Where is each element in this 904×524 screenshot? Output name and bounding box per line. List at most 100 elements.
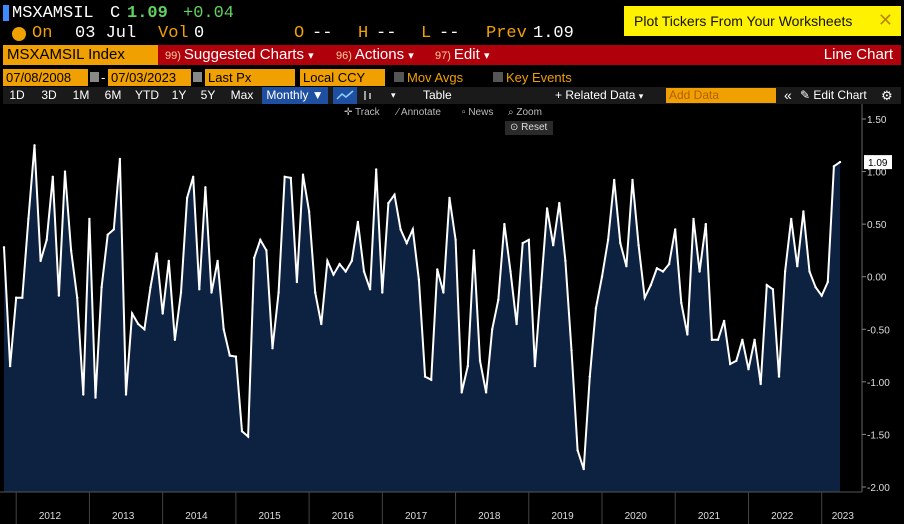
x-tick-label: 2018: [478, 511, 501, 522]
data-point: [344, 270, 347, 273]
data-point: [491, 328, 494, 331]
edit-number: 97): [435, 50, 451, 62]
data-point: [228, 354, 231, 357]
start-date-input[interactable]: 07/08/2008: [3, 69, 88, 86]
data-point: [423, 375, 427, 378]
key-events-checkbox[interactable]: [493, 72, 503, 82]
data-point: [570, 349, 573, 352]
period-ytd[interactable]: YTD: [135, 88, 159, 102]
data-point: [564, 259, 567, 263]
calendar-icon[interactable]: [90, 72, 99, 82]
reset-icon: ⊙: [510, 122, 519, 133]
data-point: [509, 270, 512, 273]
reset-button[interactable]: ⊙ Reset: [505, 121, 553, 135]
pencil-icon: ✎: [800, 88, 811, 102]
calendar-icon[interactable]: [193, 72, 202, 82]
edit-label: Edit: [453, 46, 480, 63]
data-point: [137, 322, 140, 326]
collapse-icon[interactable]: «: [784, 87, 792, 103]
security-field[interactable]: MSXAMSIL Index: [3, 45, 158, 65]
data-point: [765, 283, 768, 287]
table-button[interactable]: Table: [423, 88, 452, 102]
vol-value: 0: [194, 24, 205, 43]
data-point: [332, 273, 335, 276]
period-row: 1D 3D 1M 6M YTD 1Y 5Y Max Monthly ▼ ▾ Ta…: [3, 87, 901, 104]
data-point: [259, 238, 262, 242]
mov-avgs-label[interactable]: Mov Avgs: [407, 70, 464, 85]
suggested-charts-button[interactable]: 99) Suggested Charts ▾: [165, 45, 314, 65]
data-point: [393, 193, 396, 196]
data-point: [552, 244, 555, 247]
data-point: [448, 196, 451, 200]
x-tick-label: 2017: [405, 511, 428, 522]
track-tool[interactable]: ✛ Track: [344, 106, 380, 119]
field-select[interactable]: Last Px: [205, 69, 295, 86]
worksheet-tip-banner[interactable]: Plot Tickers From Your Worksheets ✕: [624, 6, 901, 36]
data-point: [545, 207, 549, 210]
related-data-label: Related Data: [565, 88, 636, 102]
high-value: --: [376, 24, 397, 43]
currency-select[interactable]: Local CCY: [300, 69, 385, 86]
menu-bar: MSXAMSIL Index 99) Suggested Charts ▾ 96)…: [3, 45, 901, 65]
period-max[interactable]: Max: [230, 88, 254, 102]
period-1y[interactable]: 1Y: [171, 88, 187, 102]
suggested-charts-label: Suggested Charts: [183, 46, 304, 63]
close-label: C: [110, 4, 121, 23]
data-point: [606, 238, 610, 242]
zoom-tool[interactable]: ⌕ Zoom: [508, 106, 542, 119]
y-tick-label: -2.00: [867, 483, 890, 494]
data-point: [619, 241, 622, 245]
line-chart-icon[interactable]: [333, 87, 357, 104]
gear-icon[interactable]: ⚙: [881, 88, 893, 103]
period-1m[interactable]: 1M: [72, 88, 90, 102]
tip-text[interactable]: Plot Tickers From Your Worksheets: [634, 13, 853, 29]
data-point: [368, 288, 372, 291]
x-axis-band: [0, 492, 862, 524]
data-point: [838, 160, 842, 164]
line-chart[interactable]: 1.50 1.00 0.50 0.00 -0.50 -1.00 -1.50 -2.00 1.09…: [0, 104, 904, 524]
suggested-charts-number: 99): [165, 50, 181, 62]
data-point: [161, 312, 164, 315]
data-point: [729, 362, 732, 366]
edit-button[interactable]: 97) Edit ▾: [435, 45, 489, 65]
series-line: [3, 145, 841, 470]
annotate-tool[interactable]: ⁄ Annotate: [397, 106, 441, 119]
related-data-button[interactable]: + Related Data ▾: [555, 88, 644, 102]
close-icon[interactable]: ✕: [877, 10, 893, 30]
period-6m[interactable]: 6M: [104, 88, 122, 102]
period-1d[interactable]: 1D: [9, 88, 25, 102]
data-point: [399, 228, 402, 231]
bar-chart-icon[interactable]: [361, 87, 375, 104]
key-events-label[interactable]: Key Events: [506, 70, 572, 85]
data-point: [790, 217, 793, 221]
data-point: [27, 217, 30, 221]
y-tick-label: 0.50: [867, 220, 887, 231]
period-3d[interactable]: 3D: [41, 88, 57, 102]
data-point: [362, 270, 366, 273]
mov-avgs-checkbox[interactable]: [394, 72, 404, 82]
data-point: [167, 259, 170, 263]
data-point: [771, 288, 775, 291]
end-date-input[interactable]: 07/03/2023: [108, 69, 191, 86]
data-point: [106, 233, 109, 236]
ticker-symbol[interactable]: MSXAMSIL: [12, 4, 94, 23]
add-data-input[interactable]: Add Data: [666, 88, 776, 103]
data-point: [387, 201, 390, 205]
data-point: [375, 168, 378, 171]
chevron-down-icon[interactable]: ▾: [391, 90, 396, 100]
data-point: [130, 312, 134, 315]
data-point: [686, 333, 689, 336]
pencil-icon: ⁄: [397, 107, 399, 118]
data-point: [289, 176, 292, 180]
news-tool[interactable]: ▫ News: [462, 106, 493, 119]
period-5y[interactable]: 5Y: [200, 88, 216, 102]
data-point: [558, 201, 561, 205]
actions-button[interactable]: 96) Actions ▾: [336, 45, 414, 65]
open-label: O: [294, 24, 305, 43]
edit-chart-button[interactable]: ✎ Edit Chart: [800, 87, 867, 104]
data-point: [39, 259, 42, 263]
data-point: [204, 186, 207, 189]
open-value: --: [312, 24, 333, 43]
frequency-select[interactable]: Monthly ▼: [262, 87, 328, 104]
data-point: [100, 286, 103, 289]
